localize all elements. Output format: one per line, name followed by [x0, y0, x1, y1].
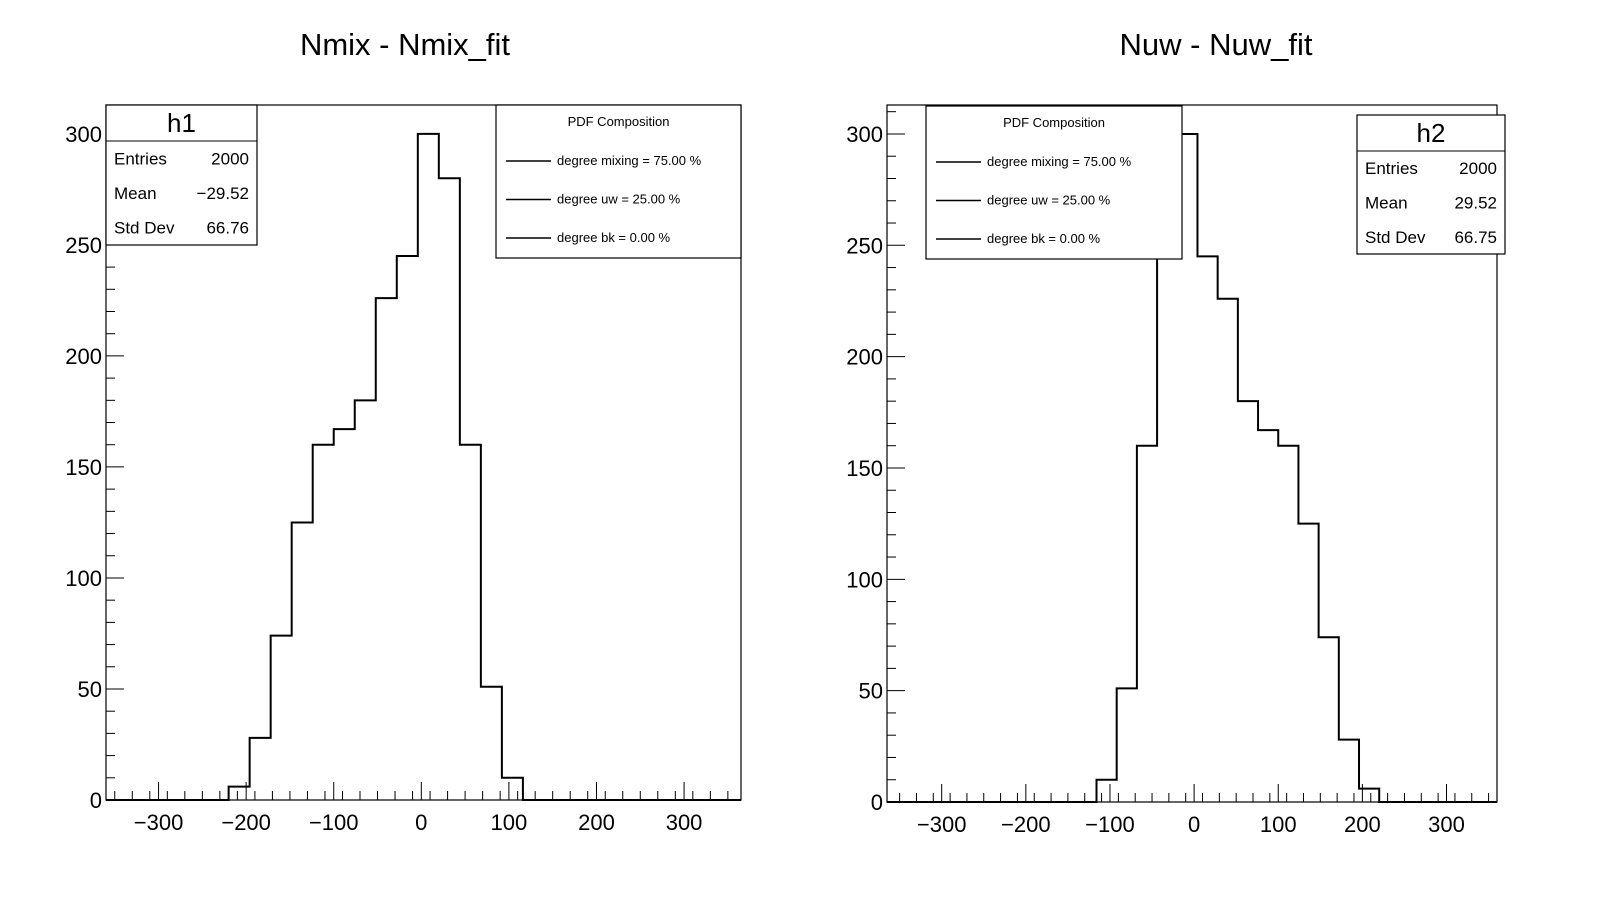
legend-entry: degree mixing = 75.00 % — [557, 153, 702, 168]
legend-entry: degree uw = 25.00 % — [557, 192, 681, 207]
stats-name: h1 — [167, 108, 196, 138]
y-tick-label: 50 — [859, 679, 883, 704]
x-tick-label: 200 — [578, 810, 615, 835]
legend-frame — [925, 105, 1183, 260]
y-tick-label: 200 — [65, 344, 102, 369]
stats-label: Std Dev — [114, 219, 175, 238]
stats-label: Entries — [114, 149, 167, 168]
x-tick-label: 0 — [1188, 812, 1200, 837]
histogram-bin — [1218, 299, 1238, 802]
x-tick-label: 300 — [1428, 812, 1465, 837]
x-tick-label: 100 — [491, 810, 528, 835]
stats-label: Mean — [114, 184, 157, 203]
histogram-bin — [1278, 446, 1298, 802]
stats-value: 2000 — [1459, 159, 1497, 178]
stats-value: 2000 — [211, 149, 249, 168]
stats-value: 29.52 — [1454, 194, 1497, 213]
legend-frame — [495, 104, 742, 259]
stats-value: −29.52 — [197, 184, 249, 203]
histogram-bin — [1339, 740, 1359, 802]
x-tick-label: 100 — [1260, 812, 1297, 837]
histogram-bin — [1157, 178, 1177, 802]
plot-frame — [105, 104, 742, 801]
histogram-bin — [1097, 780, 1117, 802]
x-tick-label: 300 — [666, 810, 703, 835]
y-tick-label: 50 — [78, 677, 102, 702]
histogram-bin — [271, 636, 292, 800]
legend-box: PDF Composition degree mixing = 75.00 % de… — [495, 104, 742, 259]
plot-frame — [886, 104, 1498, 803]
histogram-bin — [1238, 401, 1258, 802]
histogram-bin — [439, 178, 460, 800]
stats-box-frame — [1356, 114, 1506, 255]
histogram-outline — [106, 132, 741, 801]
x-tick-label: −300 — [134, 810, 184, 835]
stats-label: Mean — [1365, 194, 1408, 213]
histogram-bin — [355, 400, 376, 800]
histogram-bin — [250, 738, 271, 800]
histogram-bin — [1258, 430, 1278, 802]
histogram-bin — [334, 429, 355, 800]
histogram-bin — [1137, 446, 1157, 802]
histogram-bin — [292, 522, 313, 800]
histogram-bin — [1298, 524, 1318, 802]
legend-title: PDF Composition — [1003, 115, 1105, 130]
legend-entry: degree mixing = 75.00 % — [987, 154, 1132, 169]
histogram-bin — [313, 445, 334, 800]
histogram-bin — [481, 687, 502, 800]
stats-name: h2 — [1417, 118, 1446, 148]
x-tick-label: −100 — [1085, 812, 1135, 837]
chart-title: Nmix - Nmix_fit — [300, 27, 510, 62]
y-tick-label: 100 — [65, 566, 102, 591]
stats-value: 66.75 — [1454, 228, 1497, 247]
legend-title: PDF Composition — [568, 114, 670, 129]
chart-panel-1: Nmix - Nmix_fit 0 50 100 150 200 250 300 −300 −20… — [65, 27, 742, 835]
histogram-bin — [376, 298, 397, 800]
histogram-bin — [1319, 637, 1339, 802]
y-tick-label: 300 — [846, 122, 883, 147]
legend-entry: degree bk = 0.00 % — [987, 231, 1101, 246]
x-tick-label: 0 — [415, 810, 427, 835]
histogram-bin — [460, 445, 481, 800]
x-tick-label: 200 — [1344, 812, 1381, 837]
chart-title: Nuw - Nuw_fit — [1120, 27, 1313, 62]
x-tick-label: −100 — [309, 810, 359, 835]
histogram-bin — [1197, 256, 1217, 802]
y-tick-label: 100 — [846, 567, 883, 592]
stats-box-frame — [105, 104, 258, 246]
legend-box: PDF Composition degree mixing = 75.00 % de… — [925, 105, 1183, 260]
stats-value: 66.76 — [206, 219, 249, 238]
y-tick-label: 250 — [846, 233, 883, 258]
x-tick-label: −200 — [1001, 812, 1051, 837]
histogram-bin — [397, 256, 418, 800]
stats-box: h2 Entries 2000 Mean 29.52 Std Dev 66.75 — [1356, 114, 1506, 255]
legend-entry: degree uw = 25.00 % — [987, 193, 1111, 208]
stats-label: Std Dev — [1365, 228, 1426, 247]
y-tick-label: 300 — [65, 122, 102, 147]
y-tick-label: 200 — [846, 345, 883, 370]
x-tick-label: −200 — [221, 810, 271, 835]
legend-entry: degree bk = 0.00 % — [557, 230, 671, 245]
y-tick-label: 0 — [871, 790, 883, 815]
chart-panel-2: Nuw - Nuw_fit 0 50 100 150 200 250 300 −300 −200 −… — [846, 27, 1506, 837]
y-tick-label: 150 — [846, 456, 883, 481]
histogram-bin — [502, 778, 523, 800]
histogram-outline — [887, 132, 1497, 803]
histogram-bin — [418, 134, 439, 800]
y-tick-label: 0 — [90, 788, 102, 813]
stats-label: Entries — [1365, 159, 1418, 178]
y-tick-label: 250 — [65, 233, 102, 258]
x-tick-label: −300 — [917, 812, 967, 837]
histogram-bin — [1117, 688, 1137, 802]
y-tick-label: 150 — [65, 455, 102, 480]
